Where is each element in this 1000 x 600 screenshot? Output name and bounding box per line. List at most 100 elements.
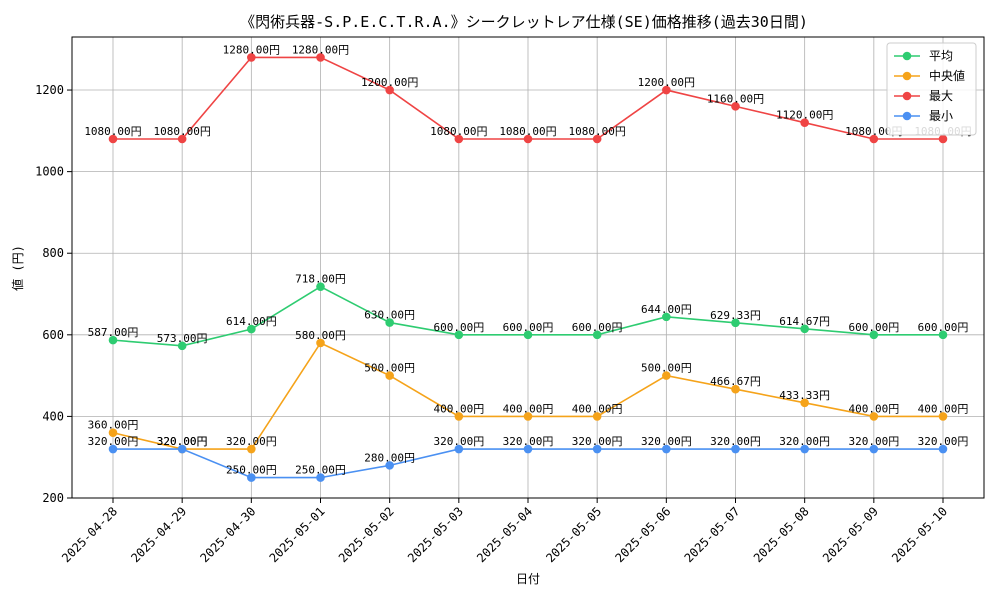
data-label: 320.00円: [918, 435, 969, 448]
data-point: [869, 444, 879, 454]
data-label: 1280.00円: [292, 43, 349, 56]
data-point: [316, 53, 325, 62]
data-label: 1200.00円: [361, 76, 418, 89]
data-label: 614.00円: [226, 315, 277, 328]
data-point: [177, 341, 187, 351]
data-label: 718.00円: [295, 273, 346, 286]
legend-box: [886, 42, 977, 136]
data-label: 400.00円: [503, 402, 554, 415]
data-label: 320.00円: [710, 435, 761, 448]
grid-layer: [72, 37, 984, 499]
data-point: [592, 412, 602, 421]
series-3: [108, 444, 948, 482]
data-label: 320.00円: [157, 435, 208, 448]
legend-swatch-marker: [902, 111, 912, 121]
data-point: [592, 330, 602, 340]
data-label: 600.00円: [572, 321, 623, 334]
data-point: [316, 282, 325, 291]
x-tick-label: 2025-04-28: [59, 504, 120, 565]
x-tick-label: 2025-05-01: [267, 504, 328, 565]
data-label: 320.00円: [572, 435, 623, 448]
data-point: [662, 85, 671, 95]
data-label: 320.00円: [779, 435, 830, 448]
data-point: [385, 318, 394, 327]
data-label: 500.00円: [364, 362, 415, 375]
data-label: 600.00円: [503, 321, 554, 334]
data-point: [454, 444, 464, 454]
data-point: [800, 324, 809, 334]
data-label: 433.33円: [779, 389, 830, 402]
data-point: [108, 428, 118, 438]
x-tick-label: 2025-04-29: [128, 504, 189, 565]
chart-title: 《閃術兵器-S.P.E.C.T.R.A.》シークレットレア仕様(SE)価格推移(…: [240, 13, 808, 31]
data-label: 320.00円: [88, 435, 139, 448]
data-point: [938, 330, 948, 340]
data-label: 400.00円: [848, 402, 899, 415]
y-tick-label: 1200: [35, 83, 64, 97]
data-point: [316, 473, 325, 482]
data-point: [108, 134, 118, 144]
data-point: [454, 412, 464, 421]
data-point: [108, 444, 118, 454]
data-label: 573.00円: [157, 332, 208, 345]
legend-entry: 最大: [929, 89, 953, 103]
x-tick-label: 2025-05-03: [405, 504, 466, 565]
series-2: [108, 53, 948, 144]
data-point: [247, 444, 256, 454]
x-tick-label: 2025-05-02: [336, 504, 397, 565]
data-point: [385, 371, 394, 380]
x-axis-label: 日付: [516, 572, 540, 586]
data-point: [731, 318, 740, 328]
y-axis-label: 値 (円): [10, 245, 25, 291]
x-tick-label: 2025-05-07: [682, 504, 743, 565]
x-tick-label: 2025-05-10: [889, 504, 950, 565]
data-point: [869, 330, 879, 340]
data-label: 1120.00円: [776, 109, 833, 122]
data-point: [731, 102, 740, 111]
data-point: [247, 473, 256, 482]
data-label: 614.67円: [779, 315, 830, 328]
data-point: [800, 398, 809, 408]
data-label: 466.67円: [710, 375, 761, 388]
data-label: 1080.00円: [499, 125, 556, 138]
x-tick-label: 2025-05-04: [474, 504, 535, 565]
data-point: [385, 461, 394, 470]
x-tick-label: 2025-04-30: [197, 504, 258, 565]
legend-entry: 最小: [929, 109, 953, 123]
data-label: 280.00円: [364, 451, 415, 464]
series-0: [108, 282, 948, 351]
data-point: [523, 444, 533, 454]
data-label: 250.00円: [295, 464, 346, 477]
legend-swatch-marker: [902, 51, 912, 61]
data-point: [523, 134, 533, 144]
data-point: [869, 412, 879, 421]
data-label: 1160.00円: [707, 92, 764, 105]
data-label: 320.00円: [641, 435, 692, 448]
x-tick-label: 2025-05-08: [751, 504, 812, 565]
data-label: 600.00円: [433, 321, 484, 334]
data-point: [247, 53, 256, 62]
data-point: [592, 134, 602, 144]
data-label: 1280.00円: [223, 43, 280, 56]
data-point: [662, 444, 671, 454]
y-tick-label: 600: [42, 328, 64, 342]
data-label: 400.00円: [918, 402, 969, 415]
data-point: [523, 412, 533, 421]
data-point: [454, 134, 464, 144]
data-label: 360.00円: [88, 419, 139, 432]
legend-swatch-marker: [902, 91, 912, 101]
data-point: [938, 134, 948, 144]
data-label: 1080.00円: [153, 125, 210, 138]
y-tick-label: 400: [42, 409, 64, 423]
data-label: 320.00円: [226, 435, 277, 448]
data-label: 500.00円: [641, 362, 692, 375]
data-label: 600.00円: [918, 321, 969, 334]
data-point: [662, 371, 671, 380]
data-label: 400.00円: [572, 402, 623, 415]
data-label: 1080.00円: [84, 125, 141, 138]
data-point: [800, 118, 809, 127]
data-point: [800, 444, 809, 454]
data-label: 320.00円: [503, 435, 554, 448]
data-point: [869, 134, 879, 144]
